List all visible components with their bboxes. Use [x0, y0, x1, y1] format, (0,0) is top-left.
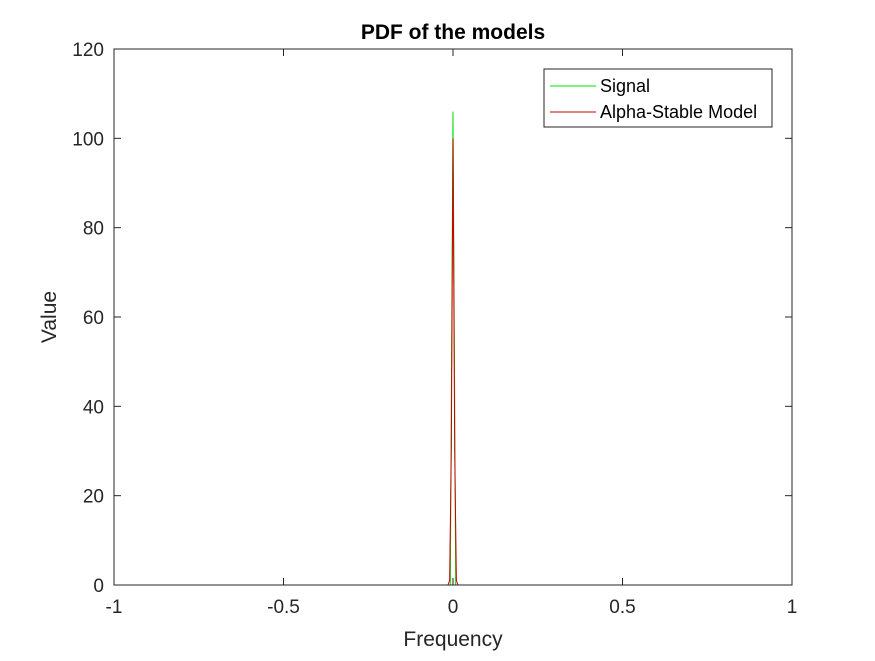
x-tick-label: 0.5: [609, 597, 635, 618]
legend-label-signal: Signal: [600, 76, 650, 96]
y-tick-label: 40: [83, 397, 104, 418]
legend[interactable]: Signal Alpha-Stable Model: [543, 68, 773, 128]
chart-title: PDF of the models: [361, 21, 545, 44]
ticks-layer: -1 -0.5 0 0.5 1 0 20 40 60 80 100 120: [72, 40, 797, 618]
x-axis-label: Frequency: [403, 628, 503, 651]
y-tick-label: 60: [83, 308, 104, 329]
legend-label-alpha-stable-model: Alpha-Stable Model: [600, 102, 757, 122]
y-tick-label: 120: [72, 40, 104, 61]
y-tick-label: 100: [72, 129, 104, 150]
y-tick-label: 20: [83, 487, 104, 508]
x-tick-label: -1: [106, 597, 123, 618]
x-tick-label: 0: [448, 597, 459, 618]
x-tick-label: 1: [787, 597, 798, 618]
legend-box: [543, 68, 773, 128]
x-tick-label: -0.5: [267, 597, 300, 618]
y-tick-label: 0: [93, 576, 104, 597]
y-axis-label: Value: [38, 291, 61, 343]
series-line-1: [114, 138, 792, 586]
y-tick-label: 80: [83, 219, 104, 240]
